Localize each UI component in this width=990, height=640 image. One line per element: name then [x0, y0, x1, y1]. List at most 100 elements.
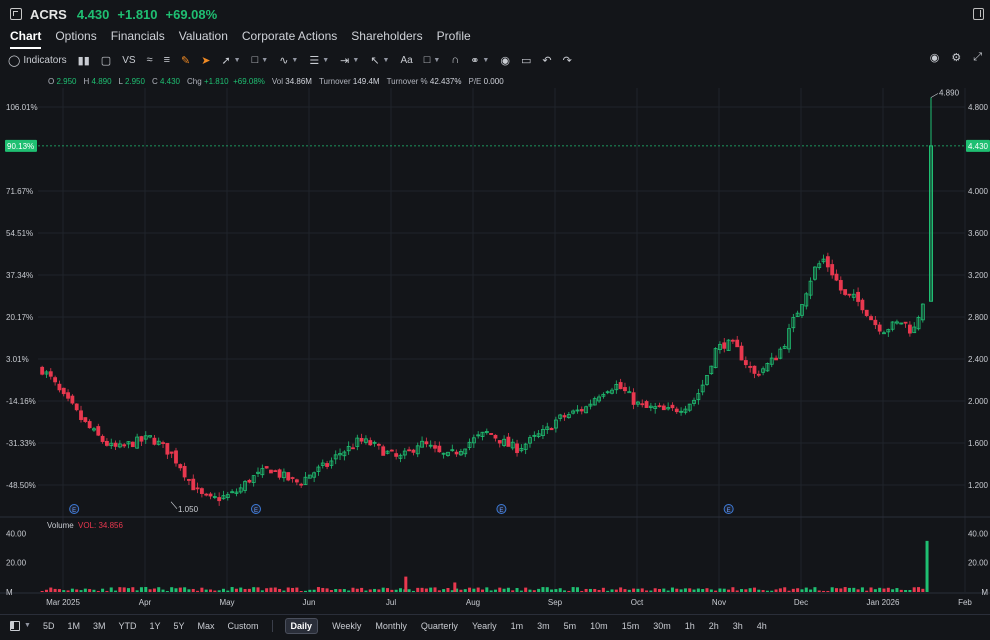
range-1y[interactable]: 1Y	[149, 620, 161, 631]
candle-body	[847, 293, 852, 296]
tab-options[interactable]: Options	[55, 29, 97, 43]
candle-body	[437, 445, 442, 453]
template-button[interactable]: ▢	[101, 54, 111, 67]
volume-bar	[342, 589, 346, 592]
volume-bar	[390, 589, 394, 592]
collapse-panel-icon[interactable]	[973, 8, 984, 20]
magnet-tool[interactable]: ∩	[451, 54, 459, 66]
shape-tool[interactable]: □ ▼	[252, 54, 269, 66]
volume-bar	[511, 590, 515, 592]
measure-tool[interactable]: ⇥ ▼	[340, 54, 359, 67]
volume-bar	[796, 588, 800, 592]
volume-bar	[558, 588, 562, 592]
right-axis-label: 4.800	[968, 103, 989, 112]
text-tool[interactable]: Aa	[400, 55, 412, 66]
gear-icon[interactable]: ⚙	[951, 52, 962, 64]
candle-body	[873, 319, 878, 326]
volume-bar	[187, 589, 191, 592]
volume-bar	[62, 590, 66, 592]
comment-tool[interactable]: □ ▼	[424, 54, 441, 66]
list-button[interactable]: ≡	[164, 54, 170, 66]
pattern-tool[interactable]: ∿ ▼	[279, 54, 298, 67]
compare-button[interactable]: VS	[122, 55, 135, 66]
volume-bar	[355, 588, 359, 592]
period-daily[interactable]: Daily	[284, 617, 319, 634]
range-max[interactable]: Max	[197, 620, 215, 631]
candle-body	[225, 494, 230, 498]
period-5m[interactable]: 5m	[563, 620, 577, 631]
last-price-left-badge	[5, 139, 37, 152]
volume-bar	[126, 588, 131, 592]
candle-body	[882, 332, 886, 335]
trend-line-tool[interactable]: ➚ ▼	[221, 54, 240, 67]
volume-bar	[49, 587, 53, 592]
candle-type-button[interactable]: ▮▮	[78, 54, 90, 67]
candle-body	[338, 453, 342, 456]
candle-body	[756, 373, 761, 376]
range-ytd[interactable]: YTD	[118, 620, 137, 631]
period-15m[interactable]: 15m	[621, 620, 640, 631]
tab-corporate-actions[interactable]: Corporate Actions	[241, 29, 338, 43]
open-value: O 2.950	[48, 77, 77, 86]
tab-financials[interactable]: Financials	[110, 29, 165, 43]
volume-bar	[752, 587, 756, 592]
volume-bar	[83, 588, 87, 592]
arrow-tool[interactable]: ↖ ▼	[370, 54, 389, 67]
calendar-icon[interactable]	[10, 620, 20, 631]
delete-drawings[interactable]: ▭	[521, 54, 531, 67]
chart-style-button[interactable]: ≈	[147, 54, 153, 66]
lock-drawings[interactable]: ⚭ ▼	[470, 54, 489, 67]
volume-bar	[273, 587, 277, 592]
period-3h[interactable]: 3h	[732, 620, 743, 631]
candle-body	[139, 436, 144, 442]
range-3m[interactable]: 3M	[92, 620, 106, 631]
indicators-button[interactable]: ◯ Indicators	[8, 54, 67, 67]
chevron-down-icon: ▼	[482, 56, 490, 64]
period-1m[interactable]: 1m	[510, 620, 524, 631]
volume-bar	[727, 589, 731, 592]
range-5y[interactable]: 5Y	[173, 620, 185, 631]
period-1h[interactable]: 1h	[684, 620, 695, 631]
period-2h[interactable]: 2h	[708, 620, 719, 631]
range-1m[interactable]: 1M	[67, 620, 80, 631]
camera-icon[interactable]: ◉	[929, 52, 940, 64]
period-yearly[interactable]: Yearly	[471, 620, 497, 631]
tab-valuation[interactable]: Valuation	[178, 29, 228, 43]
period-4h[interactable]: 4h	[756, 620, 767, 631]
candle-body	[515, 443, 519, 454]
right-axis-label: 4.000	[968, 187, 989, 196]
period-30m[interactable]: 30m	[653, 620, 671, 631]
candle-body	[117, 443, 122, 448]
period-quarterly[interactable]: Quarterly	[420, 620, 458, 631]
undo-button[interactable]: ↶	[542, 54, 551, 67]
candle-body	[191, 478, 196, 491]
candle-body	[912, 326, 917, 334]
range-custom[interactable]: Custom	[227, 620, 259, 631]
earnings-marker	[250, 504, 261, 514]
quote-icon[interactable]	[10, 8, 22, 20]
period-monthly[interactable]: Monthly	[375, 620, 407, 631]
tab-shareholders[interactable]: Shareholders	[351, 29, 423, 43]
range-5d[interactable]: 5D	[42, 620, 55, 631]
tab-profile[interactable]: Profile	[436, 29, 471, 43]
draw-brush-button[interactable]: ✎	[181, 54, 190, 67]
tab-chart[interactable]: Chart	[10, 29, 42, 49]
volume-bar	[282, 590, 286, 592]
period-10m[interactable]: 10m	[590, 620, 608, 631]
volume-bar	[718, 588, 722, 592]
period-weekly[interactable]: Weekly	[332, 620, 362, 631]
candle-body	[597, 396, 601, 402]
fullscreen-icon[interactable]: ⤢	[973, 51, 982, 63]
volume-bar	[239, 587, 243, 592]
cursor-tool-button[interactable]: ➤	[201, 54, 210, 67]
candle-body	[644, 401, 649, 408]
period-3m[interactable]: 3m	[537, 620, 550, 631]
visibility-toggle[interactable]: ◉	[500, 54, 510, 67]
redo-button[interactable]: ↷	[563, 54, 572, 67]
undo-icon: ↶	[542, 54, 552, 67]
fib-tool[interactable]: ☰ ▼	[309, 54, 329, 67]
chevron-down-icon[interactable]: ▼	[24, 622, 31, 629]
candle-body	[96, 426, 101, 436]
price-chart[interactable]: 106.01% 71.67% 54.51% 37.34% 20.17% 3.01% -14.…	[0, 0, 990, 612]
candle-body	[174, 450, 178, 464]
